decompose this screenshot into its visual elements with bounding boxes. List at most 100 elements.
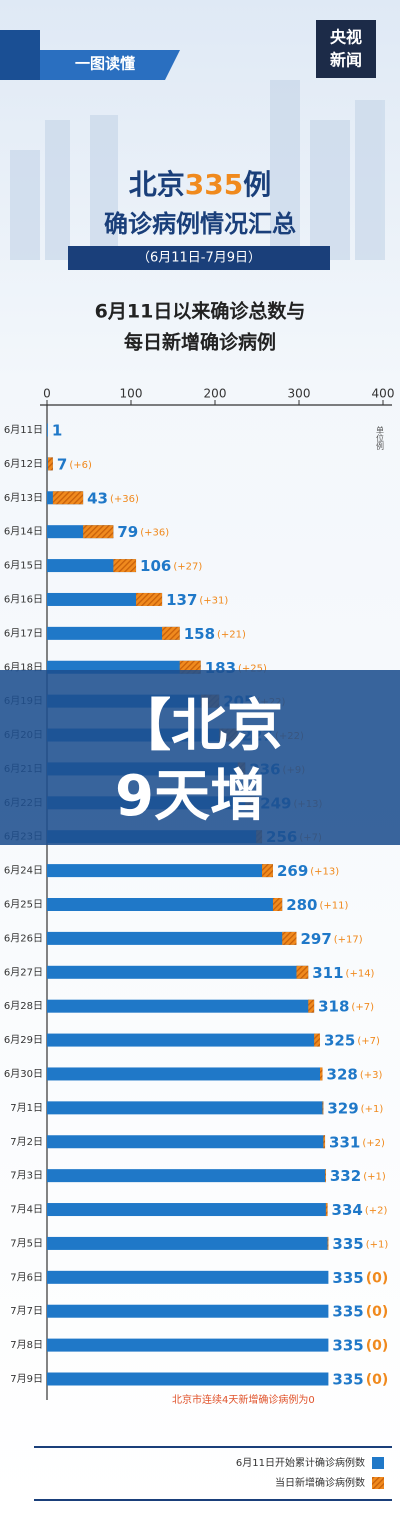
increment-label: (+7) <box>357 1036 380 1047</box>
x-tick-label: 300 <box>288 387 311 401</box>
bar <box>47 626 180 640</box>
tag: 一图读懂 <box>75 55 135 73</box>
y-tick-label: 7月5日 <box>10 1237 43 1249</box>
increment-label: (0) <box>366 1270 389 1286</box>
subtitle: 确诊病例情况汇总 <box>104 210 296 238</box>
logo-line: 央视 <box>330 28 362 47</box>
y-tick-label: 7月3日 <box>10 1170 43 1182</box>
x-tick-label: 200 <box>204 387 227 401</box>
y-tick-label: 6月13日 <box>4 492 43 504</box>
legend-label: 6月11日开始累计确诊病例数 <box>236 1456 365 1469</box>
value-label: 331 <box>329 1133 360 1151</box>
bar <box>47 1033 320 1047</box>
bar-increment <box>52 491 84 505</box>
increment-label: (+11) <box>320 901 349 912</box>
chart-title: 6月11日以来确诊总数与 <box>95 300 306 323</box>
value-label: 325 <box>324 1032 355 1050</box>
increment-label: (+3) <box>360 1070 383 1081</box>
increment-label: (+14) <box>346 968 375 979</box>
overlay-text: 【北京 <box>115 694 283 759</box>
bar <box>47 864 273 878</box>
value-label: 329 <box>327 1099 358 1117</box>
y-tick-label: 6月16日 <box>4 593 43 605</box>
increment-label: (0) <box>366 1304 389 1320</box>
skyline <box>10 80 385 260</box>
bar-increment <box>83 525 114 539</box>
y-tick-label: 6月15日 <box>4 560 43 572</box>
increment-label: (+36) <box>110 494 139 505</box>
bar-increment <box>47 457 53 471</box>
bar-increment <box>325 1169 326 1183</box>
bar <box>47 931 297 945</box>
bar <box>47 965 309 979</box>
overlay-band <box>0 670 400 845</box>
bar-increment <box>325 1203 328 1217</box>
increment-label: (+36) <box>140 528 169 539</box>
increment-label: (+2) <box>362 1138 385 1149</box>
increment-label: (0) <box>366 1338 389 1354</box>
y-tick-label: 6月29日 <box>4 1034 43 1046</box>
bar <box>47 1304 329 1318</box>
y-tick-label: 7月6日 <box>10 1271 43 1283</box>
value-label: 7 <box>57 455 67 473</box>
bar <box>47 999 315 1013</box>
y-tick-label: 6月12日 <box>4 458 43 470</box>
bar <box>47 1270 329 1284</box>
date-box <box>68 246 330 270</box>
increment-label: (+21) <box>217 629 246 640</box>
bar-increment <box>322 1101 324 1115</box>
value-label: 335 <box>332 1269 363 1287</box>
value-label: 335 <box>332 1337 363 1355</box>
x-tick-label: 100 <box>120 387 143 401</box>
y-tick-label: 7月8日 <box>10 1339 43 1351</box>
y-tick-label: 6月30日 <box>4 1068 43 1080</box>
bar-increment <box>162 626 180 640</box>
y-tick-label: 7月4日 <box>10 1204 43 1216</box>
legend-label: 当日新增确诊病例数 <box>275 1476 365 1489</box>
bar-increment <box>314 1033 320 1047</box>
value-label: 335 <box>332 1303 363 1321</box>
increment-label: (+1) <box>363 1172 386 1183</box>
main-title: 北京335例 <box>129 168 271 201</box>
logo-line: 新闻 <box>330 51 362 70</box>
unit-label: 单位例 <box>376 425 385 451</box>
value-label: 280 <box>286 896 317 914</box>
y-tick-label: 6月24日 <box>4 865 43 877</box>
bar-increment <box>327 1236 329 1250</box>
value-label: 158 <box>184 625 215 643</box>
y-tick-label: 6月27日 <box>4 966 43 978</box>
title-number: 335 <box>185 168 243 201</box>
increment-label: (0) <box>366 1372 389 1388</box>
logo-box <box>316 20 376 78</box>
increment-label: (+27) <box>173 562 202 573</box>
bar-increment <box>320 1067 323 1081</box>
increment-label: (+2) <box>365 1206 388 1217</box>
bar-increment <box>262 864 273 878</box>
bar-increment <box>308 999 315 1013</box>
bar-increment <box>113 559 137 573</box>
y-tick-label: 6月25日 <box>4 899 43 911</box>
bar-increment <box>136 592 163 606</box>
value-label: 318 <box>318 998 349 1016</box>
legend-swatch <box>372 1457 384 1469</box>
y-tick-label: 6月17日 <box>4 627 43 639</box>
value-label: 311 <box>312 964 343 982</box>
tag-banner-dark <box>0 30 40 80</box>
annotation: 北京市连续4天新增确诊病例为0 <box>172 1393 315 1406</box>
increment-label: (+17) <box>334 934 363 945</box>
y-tick-label: 6月28日 <box>4 1000 43 1012</box>
value-label: 335 <box>332 1235 363 1253</box>
y-tick-label: 7月7日 <box>10 1305 43 1317</box>
bar <box>47 1203 328 1217</box>
bar <box>47 1067 323 1081</box>
value-label: 79 <box>117 523 138 541</box>
title-part: 北京 <box>129 168 185 201</box>
value-label: 269 <box>277 862 308 880</box>
bar <box>47 1135 326 1149</box>
bar-increment <box>296 965 309 979</box>
increment-label: (+1) <box>361 1104 384 1115</box>
title-part: 例 <box>243 168 271 201</box>
tag-banner <box>0 30 180 80</box>
increment-label: (+7) <box>351 1002 374 1013</box>
bar <box>47 1338 329 1352</box>
